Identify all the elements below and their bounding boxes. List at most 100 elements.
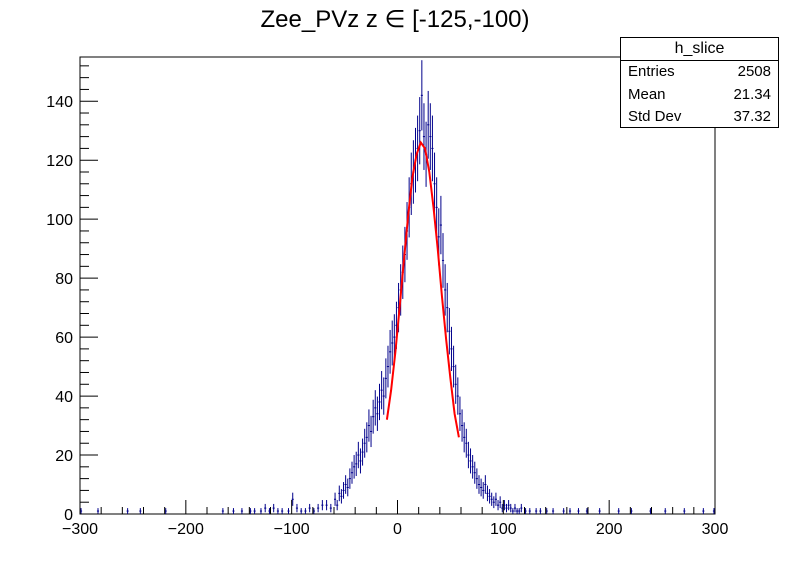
histogram-bin: [467, 441, 470, 469]
histogram-bin: [378, 383, 381, 421]
histogram-bin: [568, 508, 572, 514]
histogram-bin: [334, 492, 337, 506]
chart-title: Zee_PVz z ∈ [-125,-100): [260, 6, 529, 33]
stats-value: 2508: [737, 63, 771, 80]
histogram-bin: [376, 396, 379, 431]
histogram-bin: [577, 508, 580, 514]
stats-label: Mean: [628, 85, 666, 103]
histogram-bin: [465, 428, 468, 458]
x-tick-label: 0: [393, 521, 402, 538]
histogram-bin: [418, 97, 421, 165]
histogram-bin: [431, 115, 434, 182]
y-tick-label: 140: [46, 94, 73, 111]
histogram-bin: [482, 482, 485, 499]
histogram-bin: [384, 358, 387, 399]
histogram-bin: [505, 503, 508, 513]
histogram-bin: [300, 508, 303, 514]
histogram-bin: [617, 508, 620, 514]
x-tick-label: 200: [596, 521, 623, 538]
histogram-bin: [492, 496, 495, 509]
y-tick-label: 20: [55, 448, 73, 465]
x-tick-label: 300: [702, 521, 729, 538]
histogram-bin: [325, 500, 328, 511]
histogram-bin: [329, 503, 332, 513]
histogram-bin: [96, 508, 100, 514]
stats-label: Std Dev: [628, 108, 682, 125]
histogram-bin: [507, 500, 510, 511]
stats-row-stddev: Std Dev 37.32: [621, 106, 778, 129]
histogram-bin: [496, 500, 500, 511]
histogram-bin: [499, 496, 502, 509]
histogram-bin: [295, 503, 299, 513]
histogram-bin: [380, 371, 383, 410]
stats-label: Entries: [628, 63, 675, 80]
histogram-bin: [382, 377, 385, 415]
histogram-bin: [520, 503, 523, 513]
stats-title: h_slice: [621, 38, 778, 61]
histogram-bin: [350, 461, 354, 484]
histogram-bins: [80, 60, 715, 514]
x-tick-label: −200: [168, 521, 204, 538]
histogram-bin: [363, 428, 366, 458]
histogram-bin: [435, 177, 438, 238]
histogram-bin: [494, 492, 497, 506]
histogram-bin: [357, 441, 360, 469]
histogram-bin: [420, 60, 423, 131]
histogram-bin: [664, 508, 667, 514]
histogram-bin: [441, 233, 445, 288]
histogram-bin: [338, 485, 341, 502]
histogram-bin: [528, 508, 531, 514]
histogram-bin: [427, 90, 430, 159]
histogram-bin: [433, 152, 436, 215]
histogram-bin: [391, 320, 394, 366]
histogram-bin: [422, 103, 426, 170]
histogram-bin: [484, 475, 487, 494]
histogram-bin: [308, 503, 311, 513]
histogram-bin: [516, 508, 519, 514]
fit-line: [385, 140, 460, 438]
histogram-bin: [513, 503, 517, 513]
stats-row-entries: Entries 2508: [621, 61, 778, 84]
y-tick-label: 40: [55, 389, 73, 406]
x-tick-label: 100: [490, 521, 517, 538]
stats-box: h_slice Entries 2508 Mean 21.34 Std Dev …: [620, 37, 779, 128]
histogram-bin: [429, 103, 432, 170]
x-tick-label: −300: [62, 521, 98, 538]
histogram-bin: [126, 508, 129, 514]
histogram-bin: [372, 399, 375, 434]
histogram-bin: [469, 448, 472, 474]
histogram-bin: [369, 415, 373, 448]
y-tick-label: 80: [55, 271, 73, 288]
histogram-bin: [340, 489, 343, 504]
histogram-bin: [344, 475, 347, 494]
histogram-bin: [389, 329, 392, 374]
histogram-bin: [272, 503, 275, 513]
histogram-bin: [511, 508, 514, 514]
histogram-bin: [317, 503, 320, 513]
histogram-bin: [253, 508, 256, 514]
histogram-bin: [454, 364, 457, 404]
histogram-bin: [562, 508, 565, 514]
histogram-bin: [259, 508, 263, 514]
histogram-bin: [361, 438, 364, 466]
histogram-bin: [393, 314, 396, 360]
histogram-bin: [456, 377, 459, 415]
histogram-bin: [374, 390, 377, 426]
histogram-bin: [509, 503, 512, 513]
x-axis: −300 −200 −100 0 100 200 300: [62, 500, 728, 538]
histogram-bin: [240, 508, 243, 514]
histogram-bin: [346, 478, 349, 497]
histogram-bin: [446, 282, 449, 333]
histogram-bin: [475, 468, 478, 489]
histogram-bin: [450, 326, 453, 371]
histogram-bin: [598, 508, 601, 514]
histogram-bin: [232, 508, 235, 514]
y-tick-label: 60: [55, 330, 73, 347]
histogram-bin: [355, 451, 358, 477]
histogram-bin: [221, 508, 224, 514]
histogram-bin: [264, 503, 267, 513]
histogram-bin: [448, 307, 451, 355]
stats-value: 37.32: [733, 108, 771, 125]
histogram-bin: [386, 345, 390, 388]
histogram-bin: [486, 485, 489, 502]
